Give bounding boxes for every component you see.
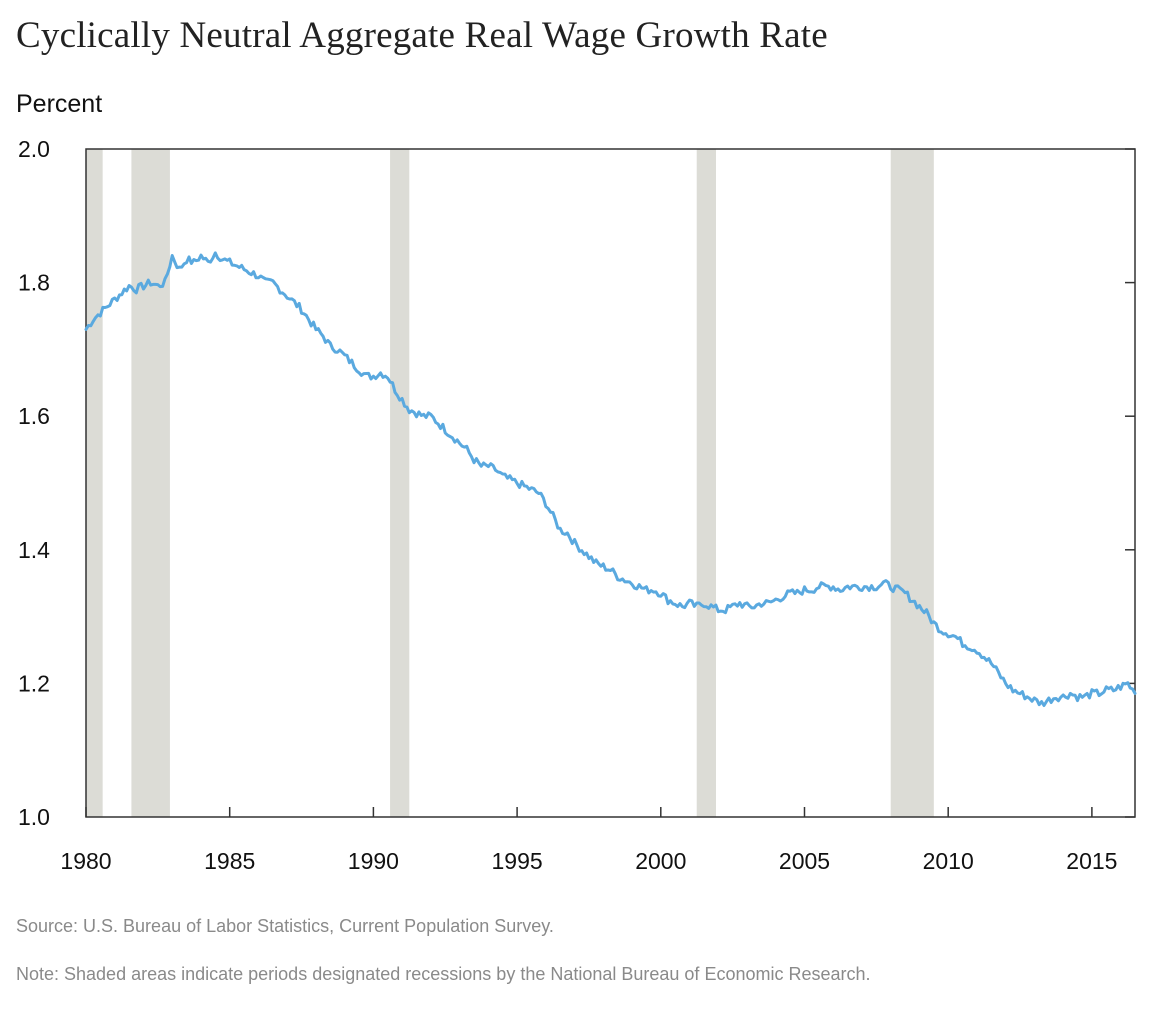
x-tick-label: 2010 [923,848,974,874]
x-tick-label: 1985 [204,848,255,874]
source-note: Source: U.S. Bureau of Labor Statistics,… [16,916,554,936]
x-tick-label: 2005 [779,848,830,874]
y-tick-label: 1.2 [18,670,50,696]
x-tick-label: 2000 [635,848,686,874]
recession-footnote: Note: Shaded areas indicate periods desi… [16,964,871,984]
x-tick-label: 1995 [492,848,543,874]
y-tick-label: 1.4 [18,537,50,563]
series-line-0 [84,251,1137,707]
chart-title: Cyclically Neutral Aggregate Real Wage G… [16,15,828,56]
y-tick-label: 1.0 [18,804,50,830]
plot-frame [85,148,1136,818]
x-tick-label: 2015 [1066,848,1117,874]
x-tick-label: 1980 [60,848,111,874]
recession-band-3 [696,149,716,817]
series-line-group [84,251,1137,707]
y-axis-label: Percent [16,90,103,118]
recession-band-1 [131,149,170,817]
y-tick-label: 1.8 [18,270,50,296]
recession-band-0 [86,149,103,817]
y-tick-label: 1.6 [18,403,50,429]
y-tick-label: 2.0 [18,136,50,162]
recession-bands [86,149,934,817]
recession-band-2 [390,149,410,817]
axis-ticks: 2.0 1.8 1.6 1.4 1.2 1.0 1980 1985 1990 1995 2000 20… [18,136,1135,874]
x-tick-label: 1990 [348,848,399,874]
recession-band-4 [890,149,934,817]
